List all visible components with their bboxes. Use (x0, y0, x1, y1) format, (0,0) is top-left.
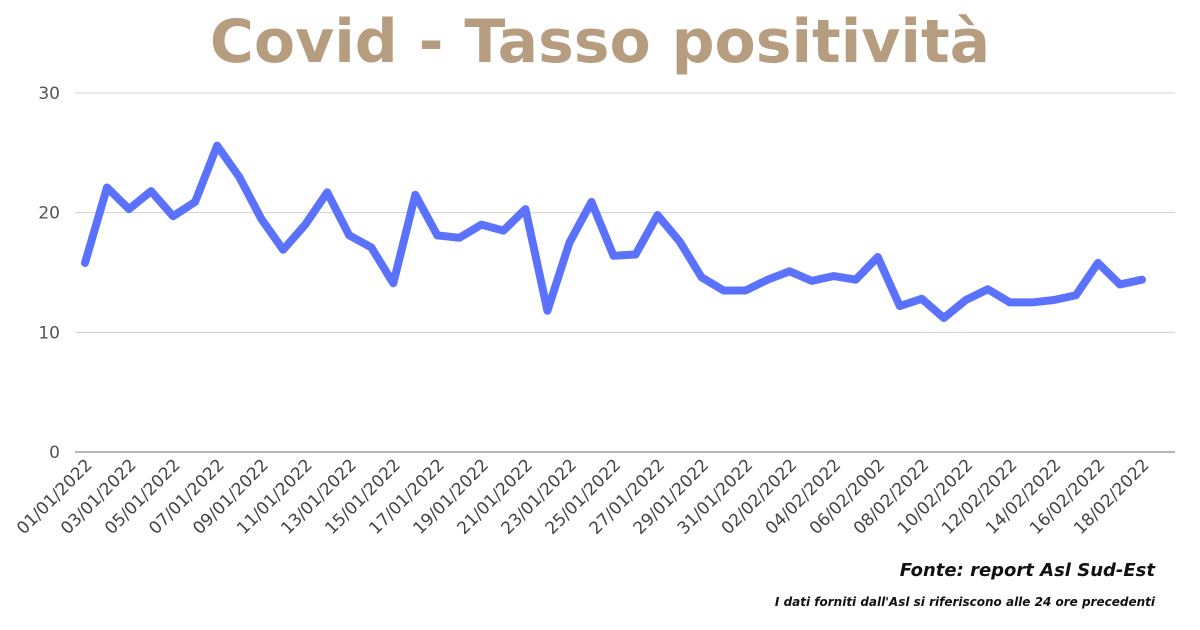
chart-title: Covid - Tasso positività (210, 7, 990, 77)
data-point (832, 275, 835, 278)
source-label: Fonte: report Asl Sud-Est (900, 560, 1157, 581)
data-point (326, 191, 329, 194)
data-point (1052, 299, 1055, 302)
data-point (546, 309, 549, 312)
data-point (348, 234, 351, 237)
data-point (854, 278, 857, 281)
data-point (898, 305, 901, 308)
data-point (282, 248, 285, 251)
data-point (590, 200, 593, 203)
data-point (568, 241, 571, 244)
series-line-1 (81, 141, 1146, 322)
y-tick-label: 0 (49, 443, 60, 463)
chart-gridlines (75, 92, 1175, 453)
y-axis-tick-labels: 0 10 20 30 (38, 84, 60, 463)
data-point (788, 270, 791, 273)
data-point (260, 217, 263, 220)
data-point (766, 278, 769, 281)
y-tick-label: 10 (38, 323, 60, 343)
data-point (1141, 278, 1144, 281)
data-point (744, 289, 747, 292)
data-point (1074, 294, 1077, 297)
data-point (106, 186, 109, 189)
data-point (678, 240, 681, 243)
y-tick-label: 20 (38, 204, 60, 224)
data-point (216, 144, 219, 147)
data-point (458, 236, 461, 239)
y-tick-label: 30 (38, 84, 60, 104)
data-point (810, 279, 813, 282)
data-point (634, 253, 637, 256)
data-point (612, 254, 615, 257)
data-point (172, 215, 175, 218)
data-point (436, 234, 439, 237)
data-point (414, 193, 417, 196)
data-point (920, 297, 923, 300)
chart-series-layer (81, 141, 1146, 322)
data-point (1030, 301, 1033, 304)
data-point (480, 223, 483, 226)
data-point (876, 255, 879, 258)
data-point (370, 246, 373, 249)
data-point (524, 208, 527, 211)
data-point (502, 229, 505, 232)
data-point (128, 208, 131, 211)
data-point (700, 276, 703, 279)
data-point (150, 190, 153, 193)
data-point (964, 299, 967, 302)
data-point (194, 200, 197, 203)
data-point (392, 282, 395, 285)
x-axis-tick-labels: 01/01/202203/01/202205/01/202207/01/2022… (13, 455, 1153, 538)
data-point (304, 223, 307, 226)
data-point (722, 289, 725, 292)
data-point (986, 288, 989, 291)
data-point (238, 175, 241, 178)
data-point (1096, 261, 1099, 264)
data-point (656, 214, 659, 217)
data-point (84, 261, 87, 264)
data-point (942, 316, 945, 319)
note-label: I dati forniti dall'Asl si riferiscono a… (775, 595, 1156, 609)
data-point (1008, 301, 1011, 304)
data-point (1118, 283, 1121, 286)
